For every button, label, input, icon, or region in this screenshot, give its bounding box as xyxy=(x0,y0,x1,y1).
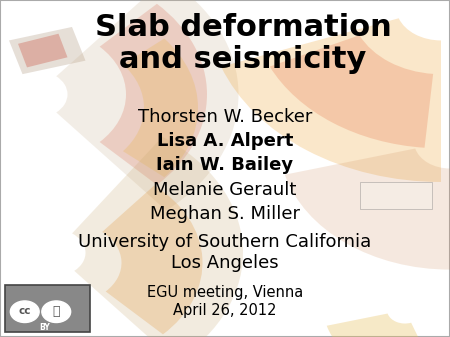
Wedge shape xyxy=(102,185,202,334)
Wedge shape xyxy=(270,35,433,148)
Wedge shape xyxy=(99,4,207,185)
Wedge shape xyxy=(72,137,243,337)
Wedge shape xyxy=(221,18,441,182)
Text: ⓘ: ⓘ xyxy=(53,305,60,317)
Text: Lisa A. Alpert: Lisa A. Alpert xyxy=(157,132,293,150)
Wedge shape xyxy=(327,313,433,337)
Wedge shape xyxy=(56,0,238,211)
Polygon shape xyxy=(18,34,68,67)
Text: cc: cc xyxy=(18,306,31,316)
Wedge shape xyxy=(123,38,198,177)
Text: Thorsten W. Becker: Thorsten W. Becker xyxy=(138,108,312,126)
Text: University of Southern California
Los Angeles: University of Southern California Los An… xyxy=(78,233,372,272)
Text: Meghan S. Miller: Meghan S. Miller xyxy=(150,205,300,223)
FancyBboxPatch shape xyxy=(360,182,432,209)
Text: Melanie Gerault: Melanie Gerault xyxy=(153,181,297,198)
Circle shape xyxy=(42,301,71,323)
Polygon shape xyxy=(9,27,86,74)
Text: Slab deformation
and seismicity: Slab deformation and seismicity xyxy=(94,13,392,74)
Text: Iain W. Bailey: Iain W. Bailey xyxy=(157,156,293,174)
Circle shape xyxy=(10,301,39,323)
FancyBboxPatch shape xyxy=(4,285,90,332)
Text: BY: BY xyxy=(40,323,50,332)
Text: EGU meeting, Vienna
April 26, 2012: EGU meeting, Vienna April 26, 2012 xyxy=(147,285,303,318)
Wedge shape xyxy=(285,149,450,270)
